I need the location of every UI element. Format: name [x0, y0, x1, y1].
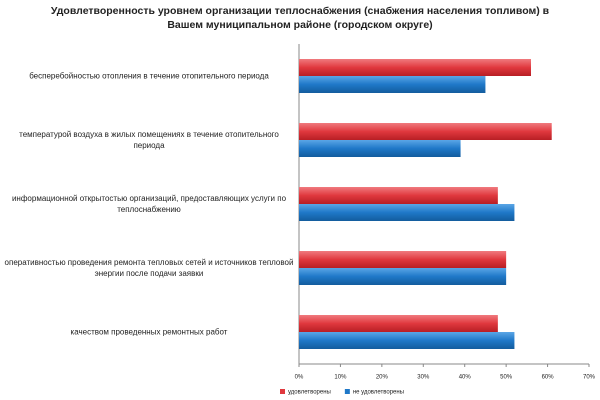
category-label: качеством проведенных ремонтных работ — [70, 327, 228, 337]
legend-swatch — [280, 389, 285, 394]
bar — [299, 123, 552, 140]
bar — [299, 251, 507, 268]
bar — [299, 140, 461, 157]
category-label: информационной открытостью организаций, … — [11, 194, 287, 214]
category-label: оперативностью проведения ремонта теплов… — [4, 258, 294, 278]
category-label: бесперебойностью отопления в течение ото… — [29, 71, 269, 81]
bar — [299, 59, 531, 76]
x-tick-label: 70% — [583, 375, 596, 381]
chart-title: Удовлетворенность уровнем организации те… — [50, 5, 550, 31]
bar — [299, 315, 498, 332]
category-label: температурой воздуха в жилых помещениях … — [19, 130, 279, 150]
x-tick-label: 0% — [295, 375, 304, 381]
x-tick-label: 40% — [459, 375, 472, 381]
legend-swatch — [344, 389, 350, 394]
x-tick-label: 20% — [376, 375, 389, 381]
x-tick-label: 50% — [500, 375, 513, 381]
legend-label: удовлетворены — [288, 390, 331, 396]
bar — [299, 332, 515, 349]
x-tick-label: 10% — [334, 375, 347, 381]
bar — [299, 76, 486, 93]
x-tick-label: 60% — [542, 375, 555, 381]
bar — [299, 187, 498, 204]
x-tick-label: 30% — [417, 375, 430, 381]
bar — [299, 204, 515, 221]
legend-label: не удовлетворены — [353, 390, 404, 396]
bar — [299, 268, 507, 285]
